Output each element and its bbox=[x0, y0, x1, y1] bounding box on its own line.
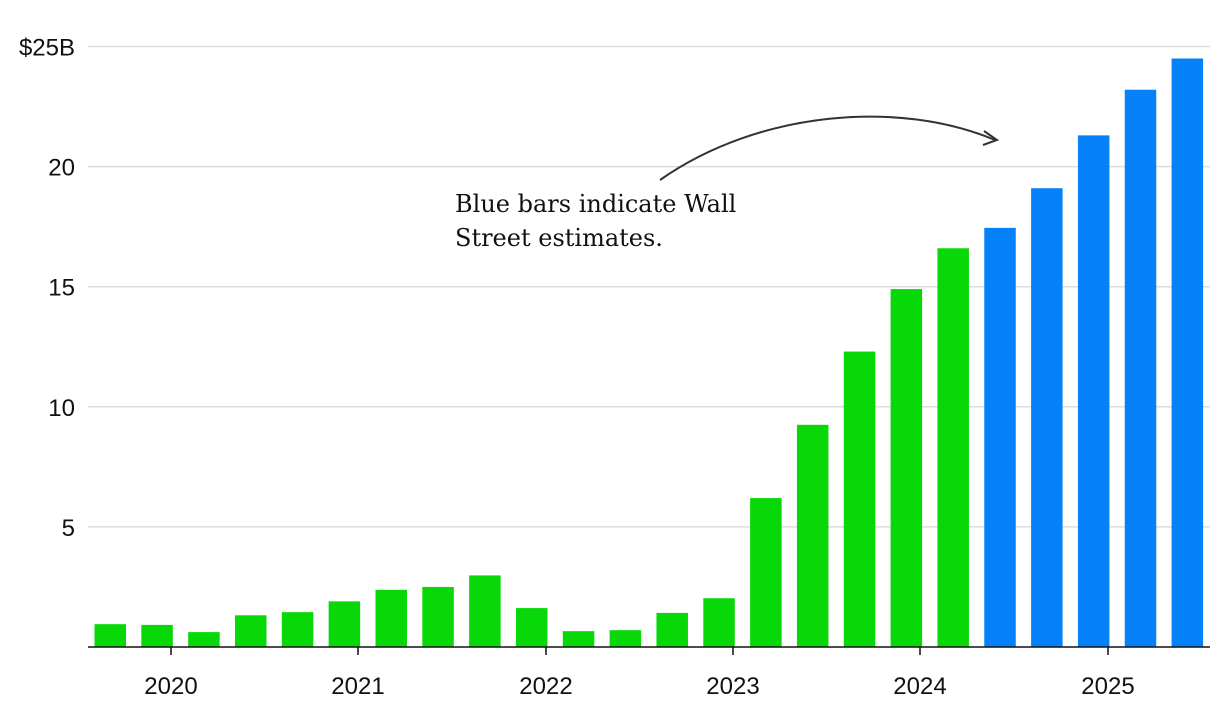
y-tick-label: 10 bbox=[48, 395, 75, 422]
annotation-line-2: Street estimates. bbox=[455, 224, 663, 252]
annotation: Blue bars indicate Wall Street estimates… bbox=[455, 115, 1000, 252]
gridlines bbox=[88, 45, 1210, 528]
y-axis-labels: $25B 20 15 10 5 bbox=[19, 35, 75, 542]
x-axis bbox=[88, 646, 1210, 655]
y-tick-label: $25B bbox=[19, 35, 75, 62]
bar-actual bbox=[422, 586, 454, 647]
bar-actual bbox=[703, 598, 735, 647]
y-tick-label: 15 bbox=[48, 275, 75, 302]
bar-actual bbox=[562, 631, 595, 647]
x-axis-labels: 2020 2021 2022 2023 2024 2025 bbox=[144, 673, 1134, 700]
bar-estimate bbox=[984, 227, 1016, 647]
bar-actual bbox=[937, 248, 969, 647]
bar-actual bbox=[141, 624, 173, 647]
y-tick-label: 20 bbox=[48, 155, 75, 182]
bars bbox=[94, 58, 1204, 647]
x-tick-label: 2020 bbox=[144, 673, 197, 700]
bar-actual bbox=[843, 351, 876, 647]
bar-estimate bbox=[1124, 89, 1157, 647]
bar-actual bbox=[750, 498, 782, 647]
x-tick-label: 2021 bbox=[331, 673, 384, 700]
bar-actual bbox=[94, 624, 126, 647]
bar-actual bbox=[609, 630, 642, 647]
bar-actual bbox=[796, 424, 829, 647]
bar-estimate bbox=[1077, 135, 1110, 647]
bar-actual bbox=[281, 612, 314, 647]
annotation-arrowhead bbox=[982, 130, 1000, 146]
x-tick-label: 2023 bbox=[706, 673, 759, 700]
bar-actual bbox=[890, 289, 923, 647]
annotation-arrow bbox=[659, 115, 996, 181]
bar-actual bbox=[656, 612, 688, 647]
bar-actual bbox=[375, 589, 407, 647]
bar-actual bbox=[469, 575, 501, 647]
x-tick-label: 2024 bbox=[893, 673, 946, 700]
bar-actual bbox=[328, 601, 361, 647]
bar-actual bbox=[234, 615, 267, 647]
bar-actual bbox=[515, 608, 548, 647]
bar-estimate bbox=[1171, 58, 1204, 647]
annotation-line-1: Blue bars indicate Wall bbox=[455, 190, 736, 218]
bar-estimate bbox=[1031, 188, 1063, 647]
x-tick-label: 2025 bbox=[1081, 673, 1134, 700]
x-tick-label: 2022 bbox=[519, 673, 572, 700]
bar-actual bbox=[188, 632, 220, 647]
y-tick-label: 5 bbox=[62, 515, 75, 542]
